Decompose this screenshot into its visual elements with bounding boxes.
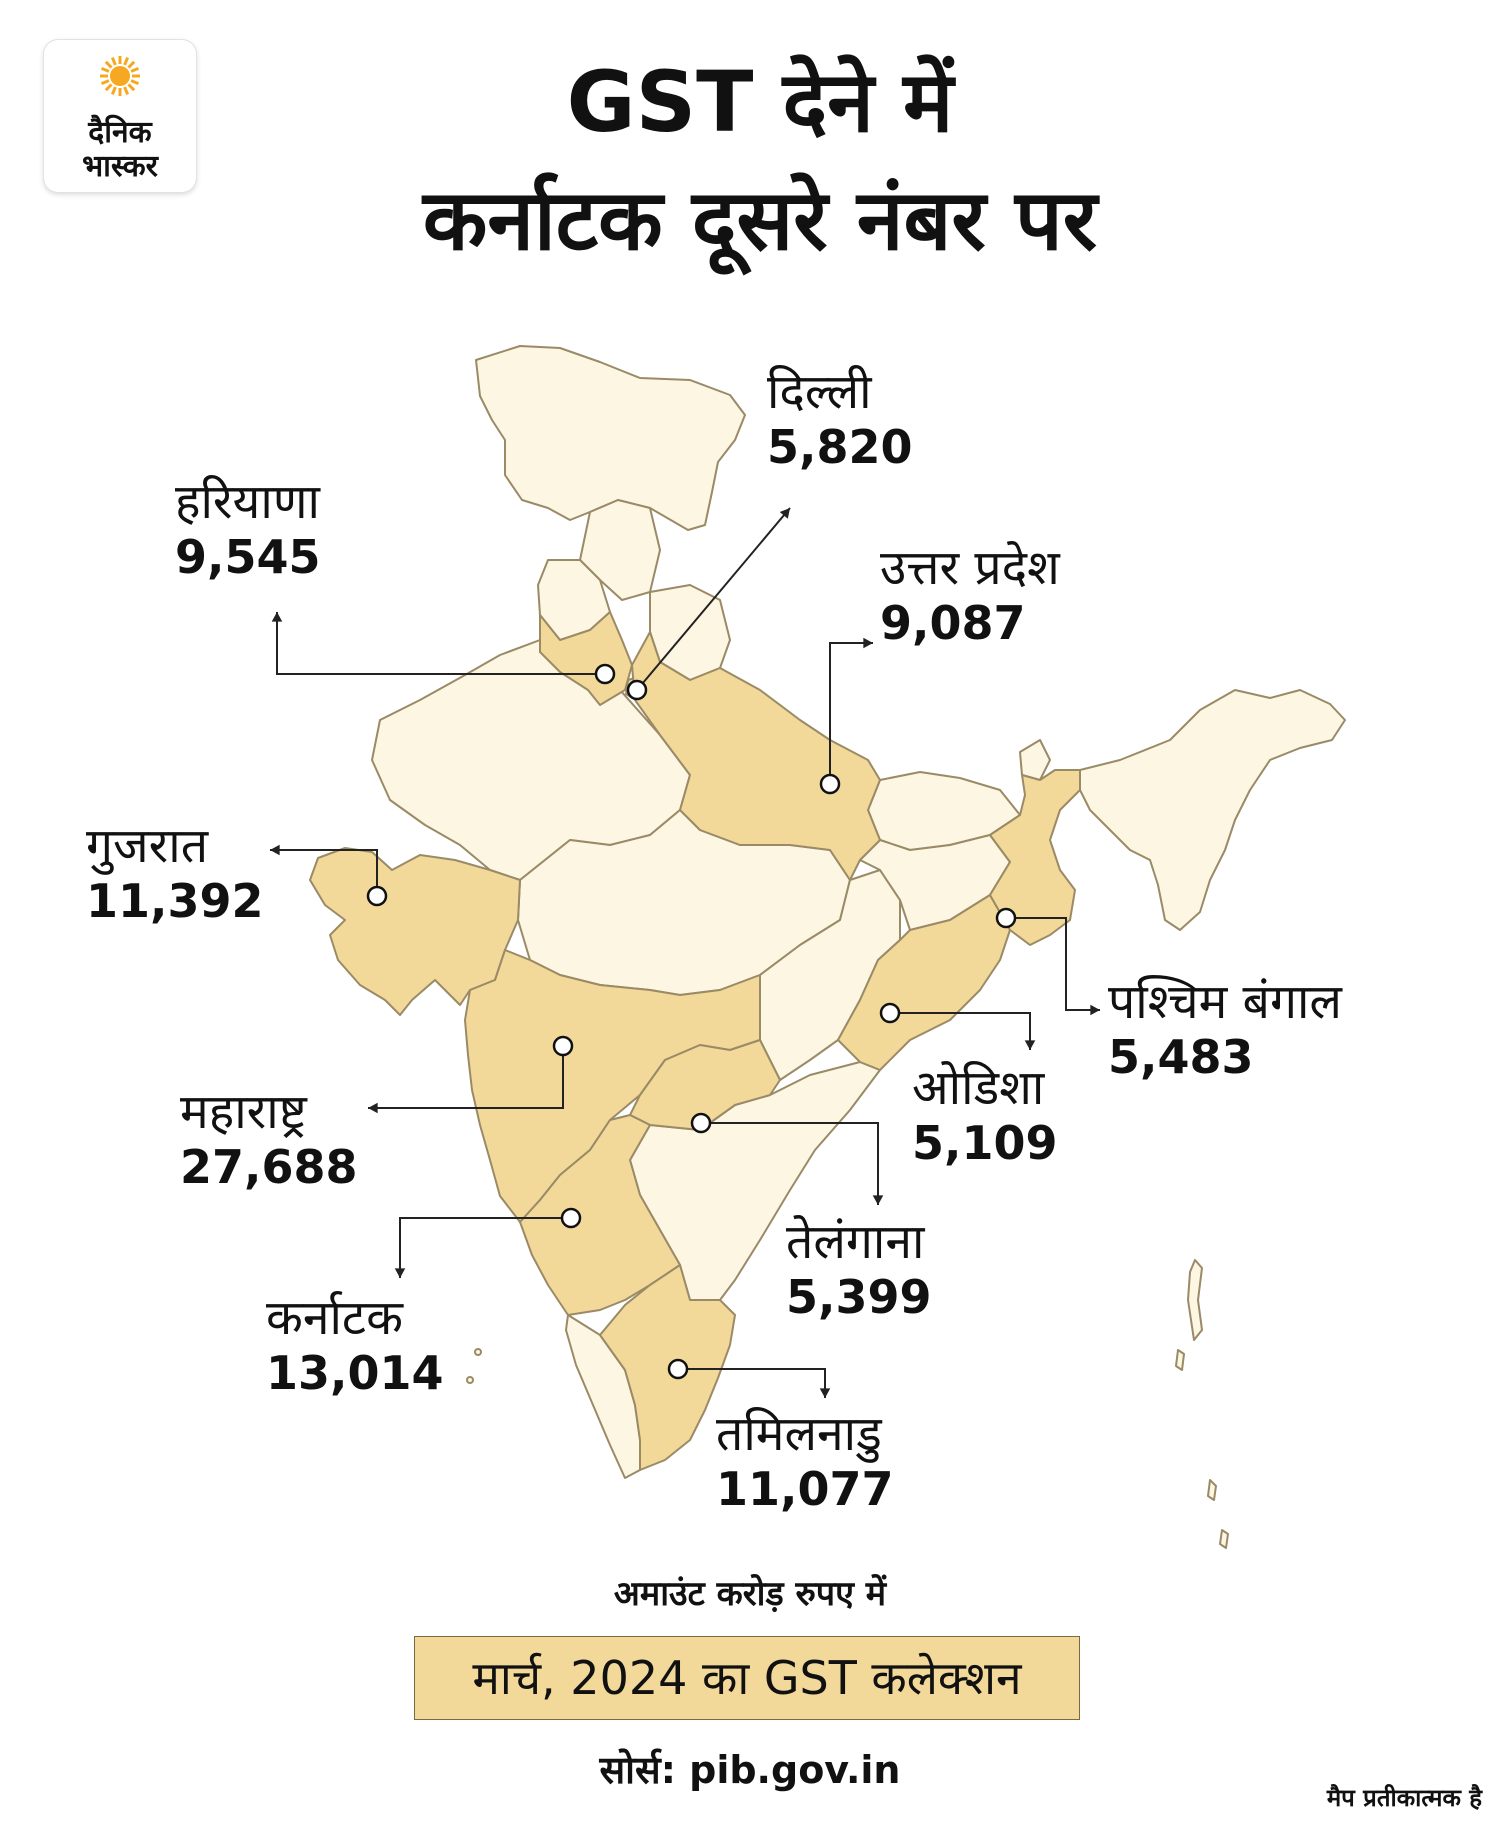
islands-andaman-2: [1175, 1349, 1185, 1371]
state-tamil-nadu: [599, 1264, 736, 1471]
islands-nicobar-2: [1219, 1529, 1229, 1549]
state-name-west-bengal: पश्चिम बंगाल: [1108, 974, 1342, 1030]
dainik-bhaskar-logo: दैनिक भास्कर: [44, 40, 196, 192]
label-gujarat: गुजरात 11,392: [86, 818, 264, 928]
state-north-east: [1079, 689, 1346, 931]
islands-lakshadweep: [474, 1348, 482, 1356]
label-telangana: तेलंगाना 5,399: [786, 1214, 932, 1324]
state-value-gujarat: 11,392: [86, 874, 264, 928]
sun-ray: [110, 86, 117, 96]
arrowhead-odisha: [1024, 1040, 1036, 1050]
islands-lakshadweep-2: [466, 1376, 474, 1384]
state-jammu-kashmir: [475, 345, 746, 531]
label-uttar-pradesh: उत्तर प्रदेश 9,087: [880, 540, 1060, 650]
arrowhead-west-bengal: [1090, 1004, 1100, 1016]
label-karnataka: कर्नाटक 13,014: [266, 1290, 444, 1400]
state-name-delhi: दिल्ली: [767, 364, 872, 420]
marker-dot-telangana: [690, 1112, 712, 1134]
state-value-telangana: 5,399: [786, 1270, 932, 1324]
state-gujarat: [309, 847, 521, 1016]
state-karnataka: [519, 1114, 681, 1316]
marker-dot-delhi: [626, 679, 648, 701]
islands-nicobar: [1207, 1479, 1217, 1501]
state-value-maharashtra: 27,688: [180, 1140, 358, 1194]
unit-note: अमाउंट करोड़ रुपए में: [613, 1574, 887, 1614]
title-line-2: कर्नाटक दूसरे नंबर पर: [422, 171, 1098, 269]
marker-dot-odisha: [879, 1002, 901, 1024]
sun-ray: [130, 66, 140, 73]
arrowhead-karnataka: [394, 1268, 406, 1278]
sun-ray: [104, 83, 113, 92]
arrowhead-telangana: [872, 1195, 884, 1205]
leader-line-delhi: [636, 507, 791, 691]
arrowhead-maharashtra: [368, 1102, 378, 1114]
state-name-maharashtra: महाराष्ट्र: [180, 1084, 307, 1140]
label-delhi: दिल्ली 5,820: [767, 364, 913, 474]
sun-ray: [127, 83, 136, 92]
state-name-karnataka: कर्नाटक: [266, 1290, 403, 1346]
state-west-bengal: [989, 769, 1081, 946]
label-haryana: हरियाणा 9,545: [175, 474, 321, 584]
marker-dot-karnataka: [560, 1207, 582, 1229]
state-name-telangana: तेलंगाना: [786, 1214, 925, 1270]
state-name-tamil-nadu: तमिलनाडु: [716, 1406, 882, 1462]
logo-line-2: भास्कर: [82, 149, 158, 184]
state-sikkim: [1019, 739, 1051, 781]
state-value-delhi: 5,820: [767, 420, 913, 474]
leader-line-telangana: [701, 1122, 879, 1205]
sun-ray: [100, 66, 110, 73]
sun-ray: [123, 56, 130, 66]
marker-dot-haryana: [594, 663, 616, 685]
label-maharashtra: महाराष्ट्र 27,688: [180, 1084, 358, 1194]
arrowhead-gujarat: [270, 844, 280, 856]
arrowhead-uttar-pradesh: [863, 637, 873, 649]
sun-ray: [127, 60, 136, 69]
leader-line-haryana: [276, 612, 605, 675]
state-value-west-bengal: 5,483: [1108, 1030, 1254, 1084]
marker-dot-uttar-pradesh: [819, 773, 841, 795]
logo-line-1: दैनिक: [88, 115, 152, 150]
collection-label-box: मार्च, 2024 का GST कलेक्शन: [414, 1636, 1080, 1720]
state-name-odisha: ओडिशा: [912, 1060, 1045, 1116]
marker-dot-tamil-nadu: [667, 1358, 689, 1380]
sun-ray: [123, 86, 130, 96]
state-odisha: [837, 894, 1011, 1071]
state-value-tamil-nadu: 11,077: [716, 1462, 894, 1516]
state-value-karnataka: 13,014: [266, 1346, 444, 1400]
leader-line-tamil-nadu: [678, 1368, 826, 1398]
arrowhead-haryana: [271, 612, 283, 622]
state-name-haryana: हरियाणा: [175, 474, 320, 530]
sun-ray: [104, 60, 113, 69]
label-odisha: ओडिशा 5,109: [912, 1060, 1058, 1170]
state-name-gujarat: गुजरात: [86, 818, 209, 874]
label-tamil-nadu: तमिलनाडु 11,077: [716, 1406, 894, 1516]
sun-ray: [110, 56, 117, 66]
marker-dot-west-bengal: [995, 907, 1017, 929]
sun-icon: [100, 56, 140, 96]
marker-dot-maharashtra: [552, 1035, 574, 1057]
state-value-uttar-pradesh: 9,087: [880, 596, 1026, 650]
title-line-1: GST देने में: [566, 53, 954, 151]
sun-ray: [130, 79, 140, 86]
source-text: सोर्स: pib.gov.in: [599, 1748, 901, 1792]
leader-line-west-bengal: [1006, 917, 1100, 1011]
map-disclaimer: मैप प्रतीकात्मक है: [1326, 1784, 1482, 1812]
label-west-bengal: पश्चिम बंगाल 5,483: [1108, 974, 1342, 1084]
leader-line-karnataka: [399, 1217, 571, 1278]
state-value-odisha: 5,109: [912, 1116, 1058, 1170]
state-name-uttar-pradesh: उत्तर प्रदेश: [880, 540, 1060, 596]
leader-line-maharashtra: [368, 1046, 564, 1109]
sun-ray: [100, 79, 110, 86]
leader-line-odisha: [890, 1012, 1031, 1050]
arrowhead-delhi: [779, 508, 790, 519]
state-chhattisgarh: [759, 869, 901, 1081]
leader-line-uttar-pradesh: [829, 642, 873, 784]
islands-andaman: [1187, 1259, 1203, 1341]
arrowhead-tamil-nadu: [819, 1388, 831, 1398]
marker-dot-gujarat: [366, 885, 388, 907]
state-uttar-pradesh: [631, 631, 881, 881]
leader-line-gujarat: [270, 849, 378, 896]
state-value-haryana: 9,545: [175, 530, 321, 584]
